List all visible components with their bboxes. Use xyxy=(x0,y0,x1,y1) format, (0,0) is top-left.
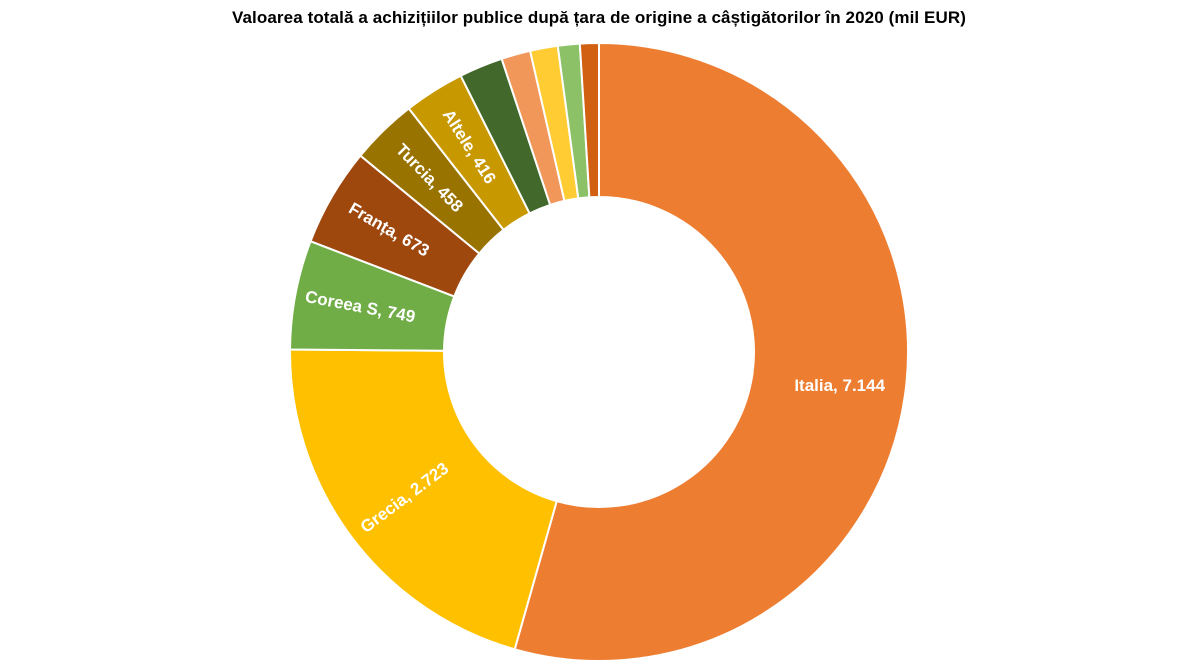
donut-slice-10 xyxy=(578,41,600,199)
data-label-italia: Italia, 7.144 xyxy=(794,376,885,395)
donut-slice-italia xyxy=(513,41,909,662)
chart-title: Valoarea totală a achizițiilor publice d… xyxy=(232,8,966,27)
donut-slice-grecia xyxy=(289,348,558,651)
slices-layer xyxy=(289,41,909,662)
